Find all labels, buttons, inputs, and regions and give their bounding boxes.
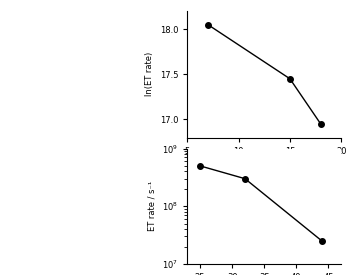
Y-axis label: ln(ET rate): ln(ET rate) bbox=[145, 52, 154, 96]
X-axis label: R, distance / angstrom: R, distance / angstrom bbox=[217, 161, 312, 170]
Y-axis label: ET rate / s⁻¹: ET rate / s⁻¹ bbox=[148, 181, 156, 231]
